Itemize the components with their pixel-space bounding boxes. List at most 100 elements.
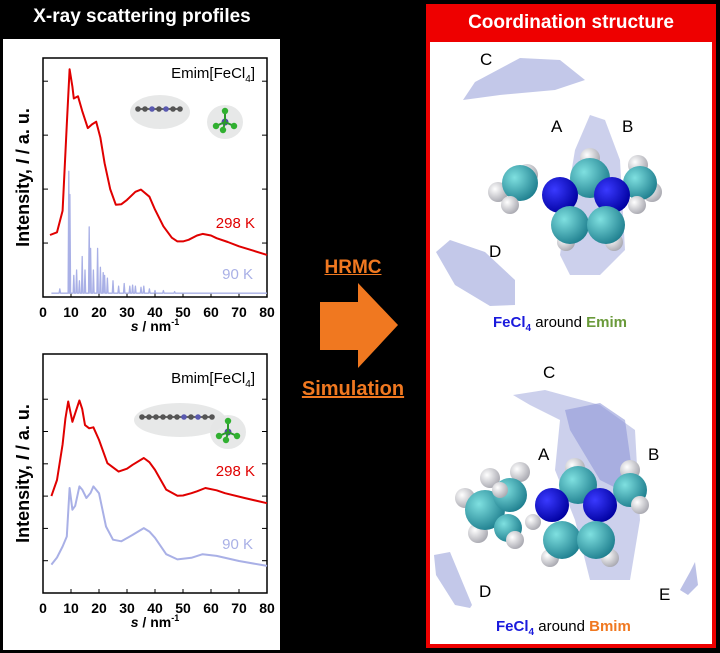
atom [160, 414, 166, 420]
atom [177, 106, 183, 112]
x-tick-label: 60 [203, 600, 219, 616]
x-tick-label: 80 [259, 304, 275, 320]
x-label-part: / nm [139, 614, 172, 630]
chart-title-part: ] [251, 65, 255, 82]
bmim-molecule-icon [134, 403, 226, 437]
molecule-surface [134, 403, 226, 437]
x-tick-label: 80 [259, 600, 275, 616]
series-label: 298 K [216, 463, 255, 480]
chart-title: Bmim[FeCl4] [171, 370, 255, 390]
emim-molecule-icon [130, 95, 190, 129]
site-label-a: A [551, 117, 563, 136]
x-tick-label: 20 [91, 600, 107, 616]
atom [146, 414, 152, 420]
series-label: 90 K [222, 536, 253, 553]
x-tick-label: 40 [147, 600, 163, 616]
density-blob-d [434, 552, 472, 608]
bmim-molecule [455, 458, 649, 567]
y-axis-label: Intensity, I / a. u. [13, 404, 33, 543]
atom [170, 106, 176, 112]
y-label-part: / a. u. [13, 108, 33, 159]
site-label-a: A [538, 445, 550, 464]
x-label-part: s [131, 614, 139, 630]
cl-atom [233, 432, 241, 440]
density-blob-c-inner [565, 403, 632, 490]
bmim-chart: 0 10 20 30 40 50 60 70 80 298 K 90 K Bmim[FeCl4] s /… [13, 353, 275, 630]
chart-title: Emim[FeCl4] [171, 65, 255, 85]
emim-molecule [488, 148, 662, 251]
cl-atom [219, 126, 227, 134]
x-tick-label: 30 [119, 304, 135, 320]
chart-title-part: 4 [245, 74, 251, 85]
x-tick-label: 50 [175, 304, 191, 320]
x-tick-label: 0 [39, 304, 47, 320]
molecule-surface [130, 95, 190, 129]
simulation-label: Simulation [301, 378, 405, 400]
y-axis-label: Intensity, I / a. u. [13, 108, 33, 247]
chart-title-part: Emim[FeCl [171, 65, 245, 82]
density-blob-e [680, 562, 698, 595]
cl-atom [222, 436, 230, 444]
x-tick-label: 10 [63, 304, 79, 320]
emim-density-map [436, 58, 662, 306]
y-label-part: I [13, 158, 33, 164]
site-label-b: B [622, 117, 633, 136]
bmim-caption: FeCl4 around Bmim [496, 618, 631, 638]
density-blob-c [463, 58, 585, 100]
atom [149, 106, 155, 112]
atom [202, 414, 208, 420]
site-label-c: C [543, 363, 555, 382]
method-arrow-group: HRMC Simulation [282, 240, 424, 420]
right-panel-title: Coordination structure [468, 12, 674, 33]
site-label-c: C [480, 50, 492, 69]
atom [167, 414, 173, 420]
scattering-profiles-panel [3, 39, 280, 650]
emim-caption: FeCl4 around Emim [493, 314, 627, 334]
x-tick-label: 70 [231, 304, 247, 320]
atom [195, 414, 201, 420]
atom [142, 106, 148, 112]
bmim-density-map [434, 390, 698, 608]
density-blob-d [436, 240, 515, 306]
y-label-part: I [13, 454, 33, 460]
x-tick-label: 60 [203, 304, 219, 320]
atom [209, 414, 215, 420]
site-label-b: B [648, 445, 659, 464]
x-tick-label: 20 [91, 304, 107, 320]
x-label-part: -1 [171, 317, 179, 327]
series-label: 298 K [216, 215, 255, 232]
chart-title-part: ] [251, 370, 255, 387]
y-label-part: Intensity, [13, 164, 33, 247]
chart-title-part: 4 [245, 379, 251, 390]
atom [181, 414, 187, 420]
emim-chart: 0 10 20 30 40 50 60 70 80 298 K 90 K Emim[FeCl4] s /… [13, 57, 275, 334]
left-panel-title: X-ray scattering profiles [33, 6, 251, 27]
x-tick-label: 10 [63, 600, 79, 616]
x-tick-label: 70 [231, 600, 247, 616]
x-tick-label: 40 [147, 304, 163, 320]
series-line-90k [51, 170, 267, 294]
series-line-298k [49, 68, 268, 256]
chart-title-part: Bmim[FeCl [171, 370, 245, 387]
anion-molecule-icon [210, 415, 246, 449]
atom [174, 414, 180, 420]
x-tick-label: 0 [39, 600, 47, 616]
atom [153, 414, 159, 420]
x-axis-label: s / nm-1 [131, 613, 179, 630]
x-label-part: -1 [171, 613, 179, 623]
atom [156, 106, 162, 112]
series-line-90k [50, 485, 268, 567]
x-tick-label: 30 [119, 600, 135, 616]
site-label-d: D [489, 242, 501, 261]
atom [188, 414, 194, 420]
site-label-d: D [479, 582, 491, 601]
x-label-part: / nm [139, 318, 172, 334]
atom [135, 106, 141, 112]
atom [163, 106, 169, 112]
cl-atom [224, 417, 232, 425]
cl-atom [215, 432, 223, 440]
hrmc-label: HRMC [324, 257, 382, 278]
cl-atom [230, 122, 238, 130]
